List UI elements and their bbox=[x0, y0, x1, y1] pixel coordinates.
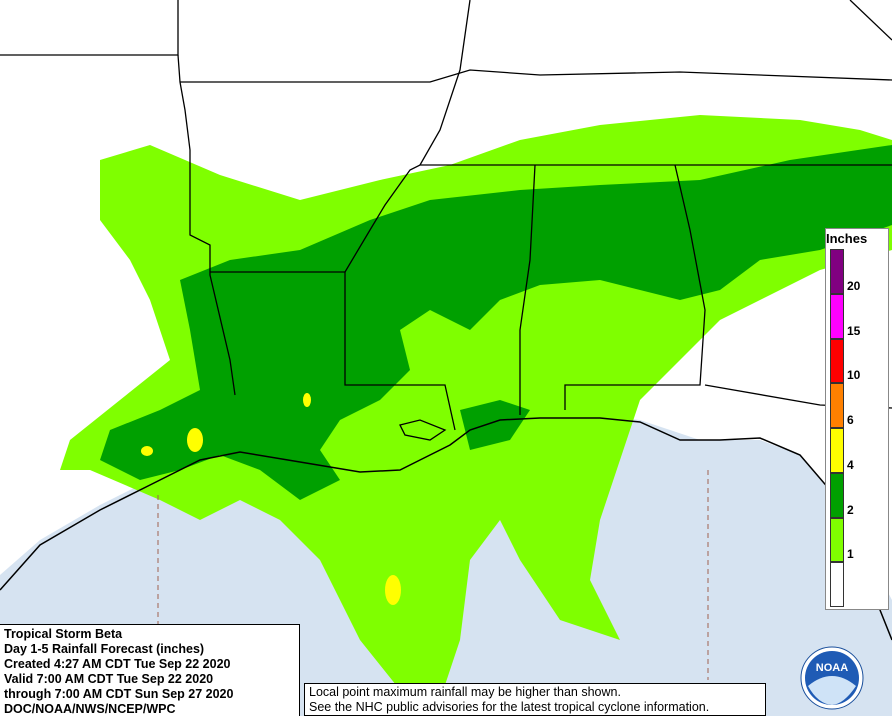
legend: Inches 1 2 4 6 10 15 20 bbox=[825, 228, 889, 610]
info-line: Created 4:27 AM CDT Tue Sep 22 2020 bbox=[4, 657, 231, 671]
rain-4-6in bbox=[303, 393, 311, 407]
legend-swatch bbox=[830, 249, 844, 294]
forecast-track bbox=[157, 470, 709, 680]
logo-text: NOAA bbox=[816, 662, 848, 674]
noaa-logo: NOAA bbox=[800, 646, 864, 710]
legend-swatch bbox=[830, 562, 844, 607]
info-line: through 7:00 AM CDT Sun Sep 27 2020 bbox=[4, 687, 234, 701]
legend-label: 4 bbox=[847, 457, 854, 472]
info-line: Valid 7:00 AM CDT Tue Sep 22 2020 bbox=[4, 672, 214, 686]
disclaimer-line: Local point maximum rainfall may be high… bbox=[309, 685, 621, 699]
legend-label: 20 bbox=[847, 278, 861, 293]
coastline bbox=[0, 417, 892, 641]
disclaimer: Local point maximum rainfall may be high… bbox=[304, 683, 766, 716]
legend-swatch bbox=[830, 428, 844, 473]
info-line: Tropical Storm Beta bbox=[4, 627, 123, 641]
legend-label: 10 bbox=[847, 368, 861, 383]
rain-4-6in bbox=[187, 428, 203, 452]
rain-2-4in bbox=[100, 145, 892, 500]
info-line: Day 1-5 Rainfall Forecast (inches) bbox=[4, 642, 205, 656]
rain-4-6in bbox=[141, 446, 153, 456]
legend-title: Inches bbox=[826, 231, 868, 246]
legend-swatch bbox=[830, 517, 844, 563]
rain-4-6in bbox=[385, 575, 401, 605]
disclaimer-line: See the NHC public advisories for the la… bbox=[309, 700, 710, 714]
legend-swatch bbox=[830, 472, 844, 518]
legend-swatch bbox=[830, 293, 844, 339]
rain-2-4in bbox=[460, 400, 530, 450]
legend-swatch bbox=[830, 338, 844, 384]
legend-label: 15 bbox=[847, 323, 861, 338]
info-box: Tropical Storm Beta Day 1-5 Rainfall For… bbox=[0, 624, 300, 716]
legend-label: 1 bbox=[847, 547, 854, 562]
info-line: DOC/NOAA/NWS/NCEP/WPC bbox=[4, 702, 176, 716]
legend-swatch bbox=[830, 383, 844, 428]
legend-label: 6 bbox=[847, 413, 854, 427]
legend-label: 2 bbox=[847, 502, 854, 517]
